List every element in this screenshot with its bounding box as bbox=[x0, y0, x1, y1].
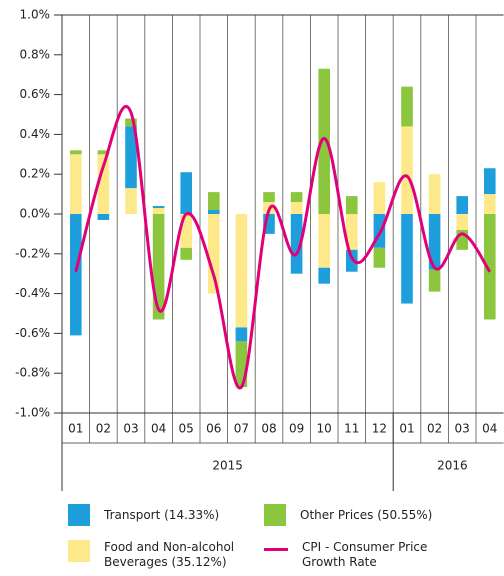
bar-segment bbox=[290, 214, 303, 274]
bar-segment bbox=[235, 327, 248, 342]
y-tick-label: 0.0% bbox=[20, 207, 51, 221]
chart: -1.0% -0.8% -0.6% -0.4% -0.2% 0.0% 0.2% 0.4% 0.6… bbox=[15, 8, 504, 491]
bar-segment bbox=[346, 214, 358, 250]
x-tick-label: 07 bbox=[234, 422, 249, 436]
bar-segment bbox=[484, 168, 496, 195]
bar-segment bbox=[456, 214, 468, 230]
bar-segment bbox=[180, 172, 192, 214]
bar-segment bbox=[346, 196, 358, 214]
x-tick-label: 03 bbox=[455, 422, 470, 436]
bar-segment bbox=[401, 86, 413, 127]
bar-segment bbox=[70, 150, 82, 155]
y-tick-label: -0.6% bbox=[15, 326, 50, 340]
x-tick-label: 03 bbox=[123, 422, 138, 436]
bar-segment bbox=[373, 182, 386, 214]
y-tick-label: 0.8% bbox=[20, 47, 51, 61]
bar-segment bbox=[97, 214, 110, 220]
bar-segment bbox=[152, 214, 165, 320]
bar-segment bbox=[373, 247, 386, 268]
legend-item: CPI - Consumer Price Growth Rate bbox=[264, 540, 452, 570]
legend-label: CPI - Consumer Price Growth Rate bbox=[302, 540, 428, 569]
bar-segment bbox=[152, 208, 165, 214]
bar-segment bbox=[208, 192, 220, 211]
bar-segment bbox=[97, 150, 110, 155]
y-tick-label: -0.4% bbox=[15, 286, 50, 300]
y-tick-label: -1.0% bbox=[15, 406, 50, 420]
bar-segment bbox=[208, 210, 220, 214]
legend-swatch bbox=[264, 548, 288, 551]
bar-segment bbox=[70, 154, 82, 214]
bar-segment bbox=[180, 247, 192, 260]
bar-segment bbox=[235, 341, 248, 388]
x-tick-label: 05 bbox=[179, 422, 194, 436]
bar-segment bbox=[428, 174, 441, 214]
group-label: 2015 bbox=[212, 459, 243, 473]
bar-segment bbox=[456, 229, 468, 250]
y-tick-label: -0.2% bbox=[15, 246, 50, 260]
bar-segment bbox=[125, 118, 137, 127]
bar-segment bbox=[290, 202, 303, 214]
x-tick-label: 04 bbox=[151, 422, 166, 436]
bar-segment bbox=[290, 192, 303, 203]
x-tick-label: 12 bbox=[372, 422, 387, 436]
bar-segment bbox=[401, 214, 413, 304]
bar-segment bbox=[125, 188, 137, 214]
bar-segment bbox=[235, 214, 248, 328]
legend-item: Other Prices (50.55%) bbox=[264, 504, 450, 526]
bar-segment bbox=[373, 214, 386, 248]
bar-segment bbox=[180, 214, 192, 248]
y-tick-label: 0.2% bbox=[20, 167, 51, 181]
legend-label: Transport (14.33%) bbox=[104, 508, 220, 522]
legend-label: Food and Non-alcohol Beverages (35.12%) bbox=[104, 540, 235, 569]
y-tick-label: 1.0% bbox=[20, 8, 51, 22]
bar-segment bbox=[318, 68, 330, 214]
y-tick-label: -0.8% bbox=[15, 366, 50, 380]
bar-segment bbox=[484, 214, 496, 320]
x-tick-label: 01 bbox=[399, 422, 414, 436]
legend-item: Transport (14.33%) bbox=[68, 504, 254, 526]
x-tick-label: 11 bbox=[344, 422, 359, 436]
bar-segment bbox=[401, 126, 413, 214]
bar-segment bbox=[152, 206, 165, 209]
legend-label: Other Prices (50.55%) bbox=[300, 508, 433, 522]
legend-swatch bbox=[264, 504, 286, 526]
bar-segment bbox=[125, 126, 137, 189]
bar-segment bbox=[428, 214, 441, 270]
bar-segment bbox=[97, 154, 110, 214]
bar-segment bbox=[208, 214, 220, 294]
bar-segment bbox=[263, 214, 275, 234]
x-tick-label: 06 bbox=[206, 422, 221, 436]
x-tick-label: 08 bbox=[261, 422, 276, 436]
bar-segment bbox=[70, 214, 82, 336]
legend-item: Food and Non-alcohol Beverages (35.12%) bbox=[68, 540, 254, 570]
x-tick-label: 01 bbox=[68, 422, 83, 436]
bar-segment bbox=[484, 194, 496, 214]
line bbox=[74, 104, 492, 390]
bar-segment bbox=[346, 249, 358, 272]
x-tick-label: 09 bbox=[289, 422, 304, 436]
bar-segment bbox=[263, 192, 275, 203]
legend: Transport (14.33%) Food and Non-alcohol B… bbox=[0, 496, 504, 576]
y-tick-label: 0.4% bbox=[20, 127, 51, 141]
bar-segment bbox=[318, 214, 330, 268]
x-tick-label: 04 bbox=[482, 422, 497, 436]
bar-segment bbox=[428, 269, 441, 292]
legend-swatch bbox=[68, 540, 90, 562]
bar-segment bbox=[456, 196, 468, 214]
x-tick-label: 02 bbox=[427, 422, 442, 436]
x-tick-label: 10 bbox=[317, 422, 332, 436]
group-label: 2016 bbox=[437, 459, 468, 473]
x-tick-label: 02 bbox=[96, 422, 111, 436]
legend-swatch bbox=[68, 504, 90, 526]
y-tick-label: 0.6% bbox=[20, 87, 51, 101]
bar-segment bbox=[318, 267, 330, 284]
